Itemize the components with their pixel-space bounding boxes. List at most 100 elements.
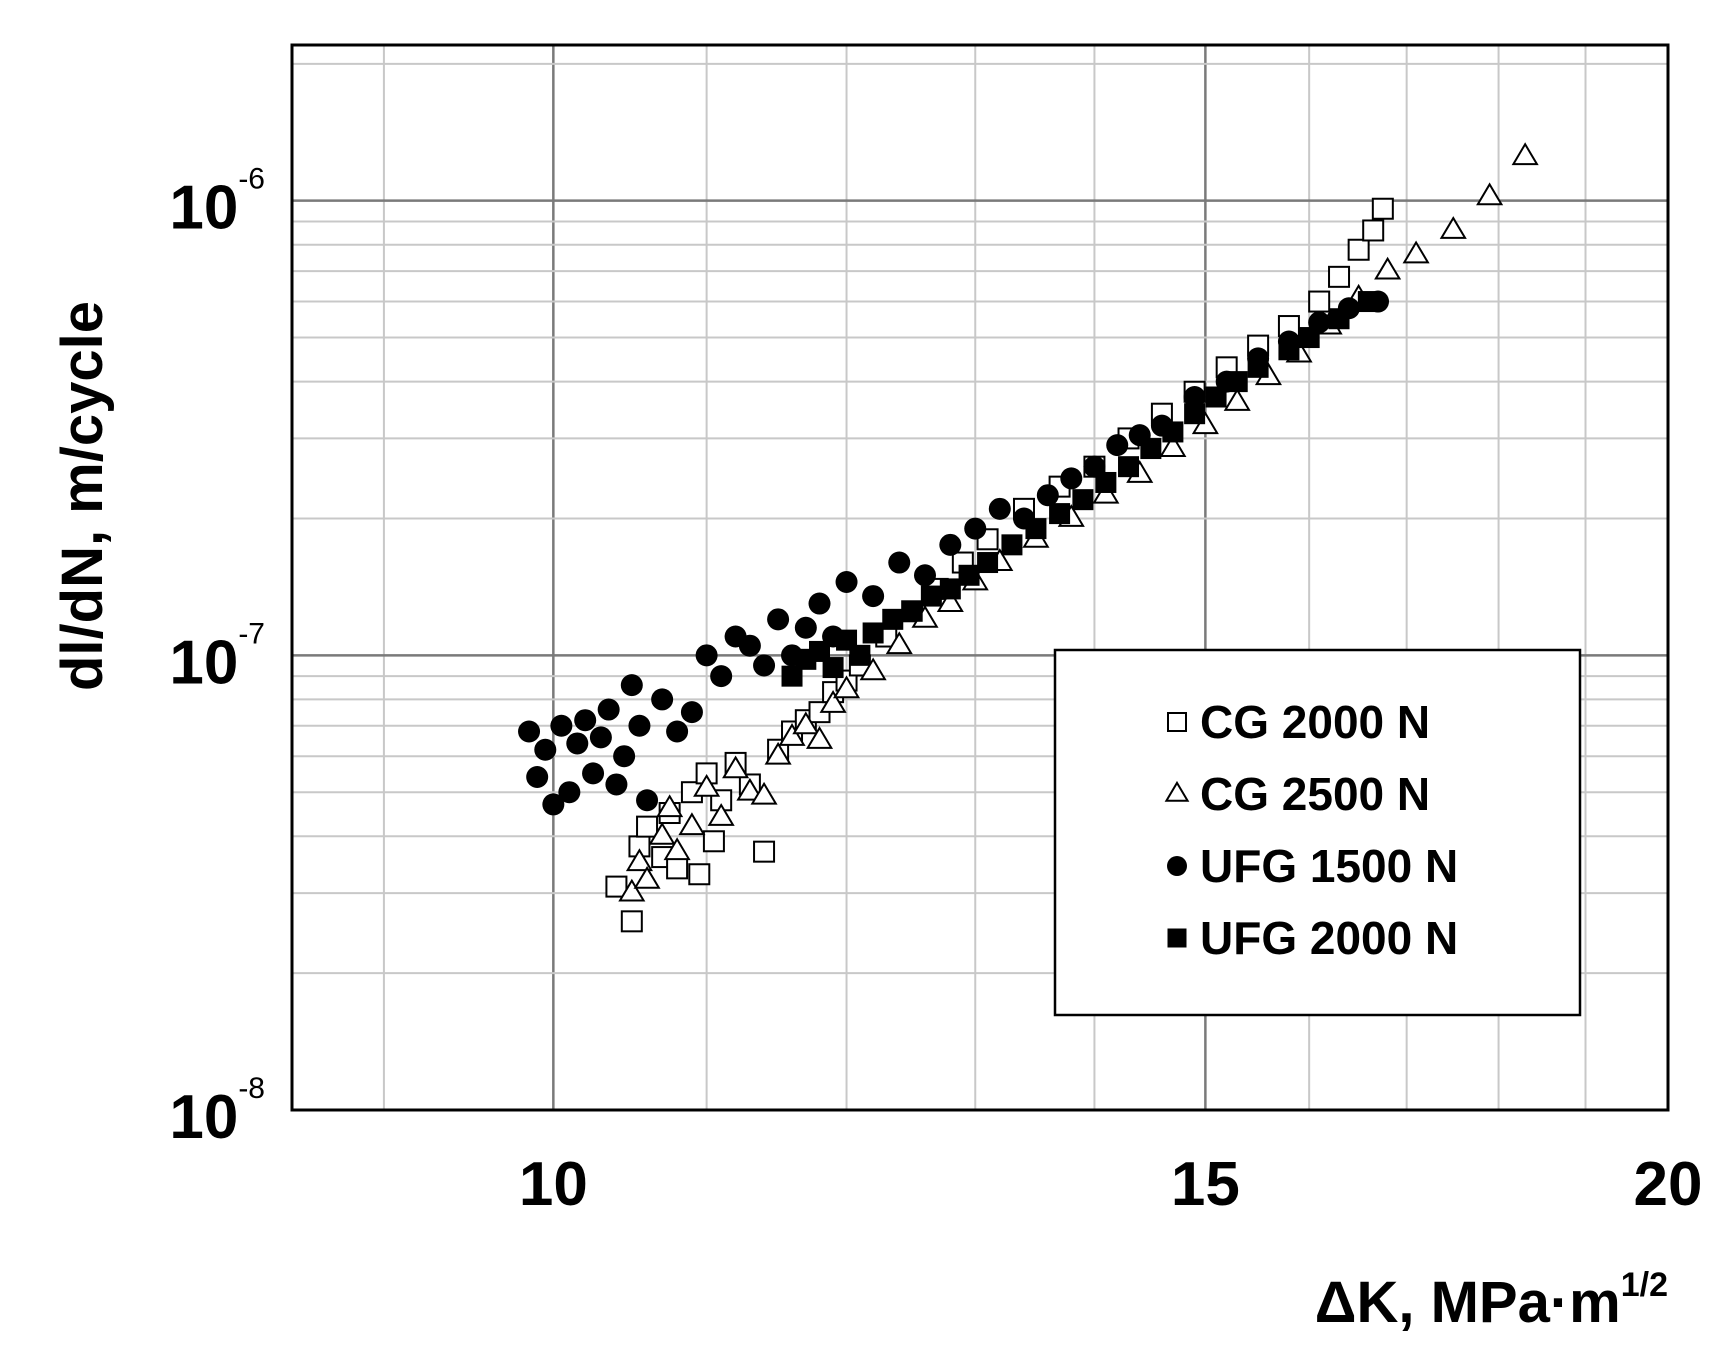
data-point (1060, 467, 1083, 490)
data-point (1226, 371, 1248, 393)
data-point (1205, 386, 1227, 408)
legend: CG 2000 N CG 2500 N UFG 1500 N UFG 2000 N (1053, 648, 1582, 1017)
x-tick-label: 20 (1634, 1150, 1703, 1219)
legend-marker (1167, 856, 1187, 876)
data-point (582, 762, 605, 785)
data-point (833, 675, 861, 699)
y-tick-label: 10-6 (169, 163, 265, 243)
x-axis-label-main: ΔK, MPa·m (1315, 1270, 1621, 1335)
y-tick-exponent: -7 (238, 617, 265, 650)
legend-item: UFG 1500 N (1167, 840, 1458, 892)
y-tick-exponent: -6 (238, 163, 265, 196)
data-point (534, 738, 557, 761)
data-point (620, 910, 643, 933)
data-point (805, 726, 834, 749)
data-point (1025, 518, 1047, 540)
data-point (792, 711, 820, 735)
data-point (1223, 388, 1251, 411)
data-point (738, 634, 761, 657)
data-point (1183, 386, 1206, 409)
y-axis-label: dl/dN, m/cycle (50, 301, 115, 691)
data-point (1140, 438, 1162, 460)
data-point (1362, 219, 1385, 242)
data-point (1247, 356, 1269, 378)
data-point (913, 564, 936, 587)
data-point (636, 789, 659, 812)
data-point (809, 640, 831, 662)
legend-marker (1167, 712, 1187, 732)
legend-label: UFG 1500 N (1200, 840, 1458, 892)
legend-label: UFG 2000 N (1200, 912, 1458, 964)
data-point (794, 616, 817, 639)
legend-item: CG 2000 N (1167, 696, 1430, 748)
data-point (710, 665, 733, 688)
x-axis-label: ΔK, MPa·m1/2 (1315, 1266, 1668, 1335)
series-3 (781, 291, 1379, 687)
data-point (574, 709, 597, 732)
data-point (688, 863, 711, 886)
data-point (628, 714, 651, 737)
data-point (767, 608, 790, 631)
y-tick-base: 10 (169, 1083, 238, 1152)
y-tick-exponent: -8 (238, 1072, 265, 1105)
data-point (1374, 256, 1402, 280)
legend-item: CG 2500 N (1164, 768, 1430, 820)
data-point (1159, 434, 1187, 457)
data-point (518, 720, 541, 743)
data-point (1184, 403, 1206, 425)
data-point (808, 592, 831, 615)
data-point (589, 726, 612, 749)
x-tick-labels: 10 15 20 (519, 1150, 1703, 1219)
data-point (1328, 265, 1351, 288)
legend-box (1053, 648, 1582, 1017)
data-point (542, 793, 565, 816)
data-point (1162, 421, 1184, 443)
data-point (636, 815, 659, 838)
plot-area-frame (290, 43, 1670, 1112)
data-point (678, 812, 706, 836)
y-tick-base: 10 (169, 174, 238, 243)
data-point (781, 665, 803, 687)
data-point (666, 720, 689, 743)
data-point (1308, 290, 1331, 313)
y-tick-label: 10-8 (169, 1072, 265, 1152)
legend-label: CG 2500 N (1200, 768, 1430, 820)
data-point (1371, 197, 1394, 220)
data-point (620, 674, 643, 697)
legend-label: CG 2000 N (1200, 696, 1430, 748)
data-point (656, 794, 684, 818)
data-point (633, 865, 661, 889)
data-point (702, 830, 725, 853)
data-point (680, 701, 703, 724)
data-point (1278, 339, 1300, 361)
data-point (885, 631, 913, 655)
legend-item: UFG 2000 N (1167, 912, 1458, 964)
data-point (753, 840, 776, 863)
data-point (693, 773, 721, 797)
data-point (822, 657, 844, 679)
data-point (1439, 216, 1467, 239)
data-point (566, 732, 589, 755)
data-point (977, 552, 999, 574)
legend-marker (1167, 928, 1187, 948)
y-tick-labels: 10-810-710-6 (169, 163, 265, 1152)
data-point (648, 821, 676, 845)
data-point (920, 585, 942, 607)
data-point (618, 878, 646, 902)
data-point (859, 657, 887, 681)
data-point (1049, 503, 1071, 525)
data-points (518, 142, 1539, 933)
data-point (939, 578, 961, 600)
data-point (597, 698, 620, 721)
data-point (849, 644, 871, 666)
data-point (1036, 484, 1059, 507)
data-point (666, 857, 689, 880)
data-point (901, 600, 923, 622)
data-point (1511, 142, 1539, 166)
data-point (1001, 534, 1023, 556)
data-point (778, 723, 806, 746)
data-point (936, 589, 964, 612)
data-point (613, 745, 636, 768)
x-tick-label: 15 (1171, 1150, 1240, 1219)
